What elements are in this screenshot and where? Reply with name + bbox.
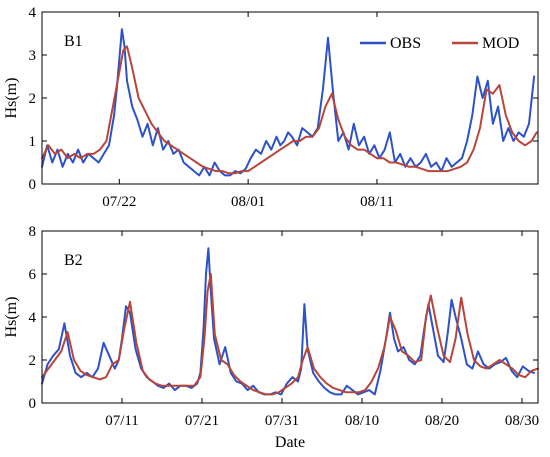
x-tick-label: 08/01	[231, 194, 265, 210]
x-tick-label: 07/22	[102, 194, 136, 210]
panel-label: B2	[64, 252, 83, 269]
x-tick-label: 07/11	[105, 413, 139, 429]
y-tick-label: 1	[29, 134, 37, 150]
series-line-obs	[41, 28, 536, 177]
series-line-mod	[41, 45, 538, 175]
y-axis-label: Hs(m)	[3, 297, 20, 338]
x-tick-label: 08/20	[425, 413, 459, 429]
x-tick-label: 07/21	[185, 413, 219, 429]
x-tick-label: 07/31	[265, 413, 299, 429]
y-tick-label: 0	[29, 396, 37, 412]
x-tick-label: 08/11	[360, 194, 394, 210]
panel-b2: 0 2 4 6 8 07/11 07/21 07/31 08/10 08/20 08/30 Hs(m)…	[3, 224, 539, 451]
legend-label-obs: OBS	[390, 35, 421, 52]
series-line-obs	[41, 247, 535, 396]
y-tick-label: 2	[29, 91, 37, 107]
x-tick-label: 08/10	[345, 413, 379, 429]
y-tick-label: 3	[29, 48, 37, 64]
y-tick-label: 4	[29, 310, 37, 326]
y-tick-label: 8	[29, 224, 37, 240]
legend-label-mod: MOD	[482, 35, 519, 52]
y-tick-label: 0	[29, 177, 37, 193]
y-tick-label: 2	[29, 353, 37, 369]
panel-label: B1	[64, 33, 83, 50]
x-tick-label: 08/30	[505, 413, 539, 429]
y-tick-label: 6	[29, 267, 37, 283]
y-axis-label: Hs(m)	[3, 78, 20, 119]
series-line-mod	[41, 273, 539, 396]
y-tick-label: 4	[29, 5, 37, 21]
panel-b1: 0 1 2 3 4 07/22 08/01 08/11 Hs(m) B1 OBS MOD	[3, 5, 539, 210]
x-axis-label: Date	[275, 434, 305, 451]
